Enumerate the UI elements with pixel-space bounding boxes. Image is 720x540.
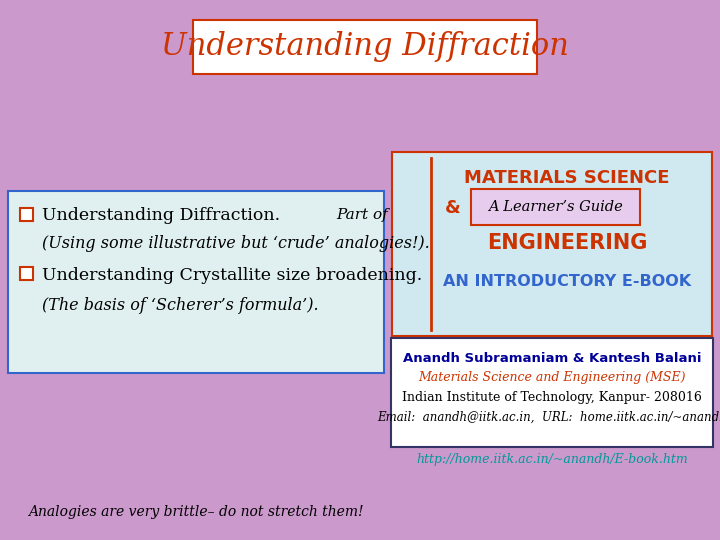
Text: A Learner’s Guide: A Learner’s Guide — [488, 200, 623, 214]
Text: Understanding Diffraction.: Understanding Diffraction. — [42, 207, 280, 225]
Text: Understanding Diffraction: Understanding Diffraction — [161, 31, 569, 63]
Text: AN INTRODUCTORY E-BOOK: AN INTRODUCTORY E-BOOK — [443, 273, 691, 288]
Text: ENGINEERING: ENGINEERING — [487, 233, 647, 253]
Text: Understanding Crystallite size broadening.: Understanding Crystallite size broadenin… — [42, 267, 422, 284]
Text: (Using some illustrative but ‘crude’ analogies!).: (Using some illustrative but ‘crude’ ana… — [42, 235, 430, 253]
Text: Indian Institute of Technology, Kanpur- 208016: Indian Institute of Technology, Kanpur- … — [402, 390, 702, 403]
FancyBboxPatch shape — [392, 152, 712, 336]
FancyBboxPatch shape — [8, 191, 384, 373]
Text: MATERIALS SCIENCE: MATERIALS SCIENCE — [464, 169, 670, 187]
Bar — [20, 208, 33, 221]
Text: http://home.iitk.ac.in/~anandh/E-book.htm: http://home.iitk.ac.in/~anandh/E-book.ht… — [416, 453, 688, 465]
Text: &: & — [445, 199, 461, 217]
Text: Analogies are very brittle– do not stretch them!: Analogies are very brittle– do not stret… — [28, 505, 364, 519]
Text: Anandh Subramaniam & Kantesh Balani: Anandh Subramaniam & Kantesh Balani — [402, 352, 701, 365]
FancyBboxPatch shape — [471, 189, 640, 225]
FancyBboxPatch shape — [391, 338, 713, 447]
FancyBboxPatch shape — [193, 20, 537, 74]
Text: Part of: Part of — [336, 208, 388, 222]
Text: Materials Science and Engineering (MSE): Materials Science and Engineering (MSE) — [418, 370, 685, 383]
Text: (The basis of ‘Scherer’s formula’).: (The basis of ‘Scherer’s formula’). — [42, 296, 319, 314]
Text: Email:  anandh@iitk.ac.in,  URL:  home.iitk.ac.in/~anandh: Email: anandh@iitk.ac.in, URL: home.iitk… — [377, 410, 720, 423]
Bar — [20, 267, 33, 280]
